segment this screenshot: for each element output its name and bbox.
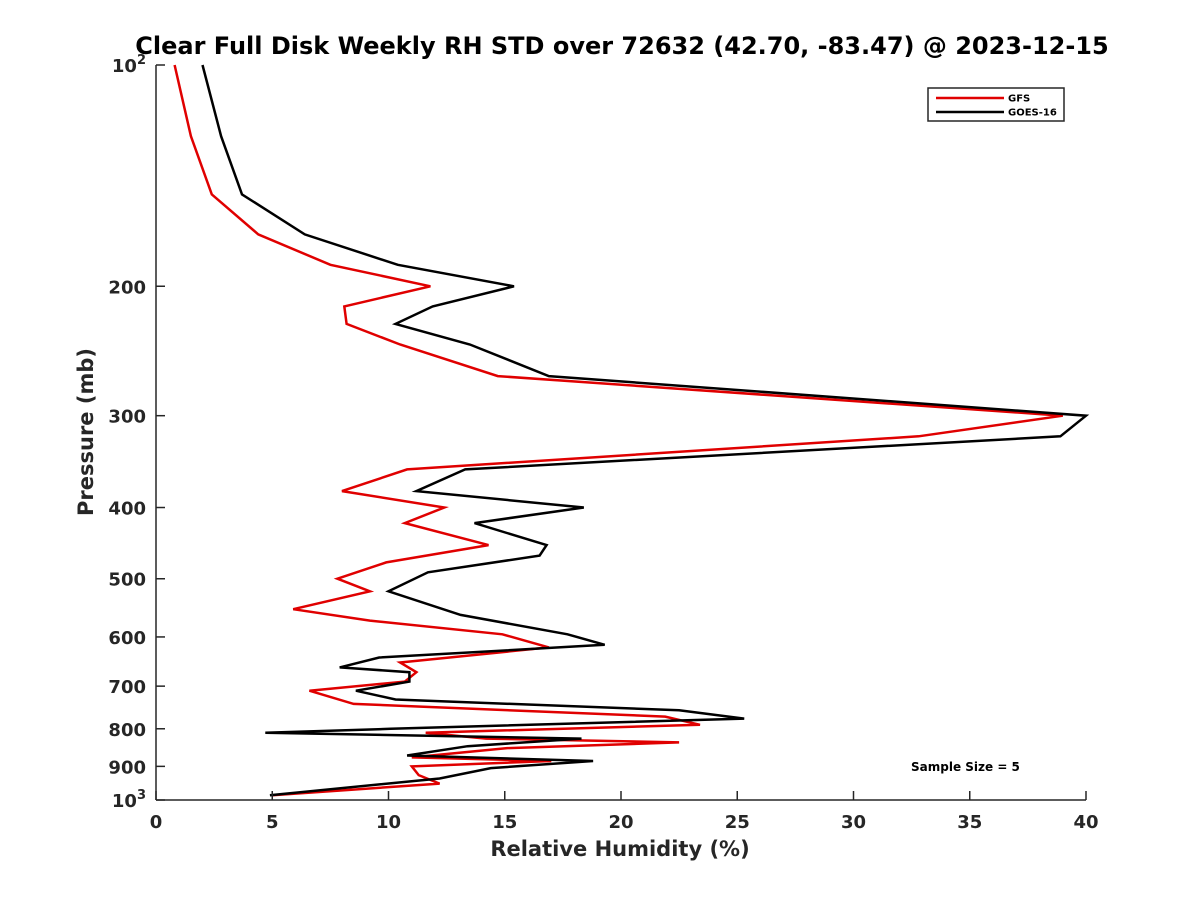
x-ticks: 0 5 10 15 20 25 30 35 40 [150, 791, 1099, 833]
legend-label-gfs: GFS [1008, 94, 1030, 105]
x-tick-label: 30 [841, 812, 866, 833]
y-tick-label: 300 [108, 407, 146, 428]
y-tick-label: 800 [108, 720, 146, 741]
series-layer [173, 64, 1090, 797]
chart-title: Clear Full Disk Weekly RH STD over 72632… [135, 32, 1108, 60]
y-ticks: 102 200 300 400 500 600 700 800 900 103 [108, 53, 165, 812]
x-tick-label: 0 [150, 812, 163, 833]
y-tick-label: 400 [108, 499, 146, 520]
x-tick-label: 20 [608, 812, 633, 833]
y-tick-label: 900 [108, 757, 146, 778]
y-axis-label: Pressure (mb) [74, 348, 98, 516]
series-line-goes16 [201, 64, 1090, 797]
legend-box [927, 87, 1065, 122]
y-tick-label: 102 [112, 53, 146, 77]
x-tick-label: 10 [376, 812, 401, 833]
y-tick-label: 103 [112, 788, 146, 812]
legend-label-goes16: GOES-16 [1008, 108, 1057, 119]
x-axis-label: Relative Humidity (%) [490, 837, 749, 861]
x-tick-label: 40 [1073, 812, 1098, 833]
x-tick-label: 25 [725, 812, 750, 833]
x-tick-label: 5 [266, 812, 279, 833]
y-tick-label: 600 [108, 628, 146, 649]
sample-size-annotation: Sample Size = 5 [911, 760, 1020, 774]
plot-area: 102 200 300 400 500 600 700 800 900 103 0 5 10 15 20 2… [108, 53, 1098, 833]
legend: GFS GOES-16 [927, 87, 1065, 122]
y-tick-label: 200 [108, 277, 146, 298]
y-tick-label: 700 [108, 677, 146, 698]
x-tick-label: 15 [492, 812, 517, 833]
x-tick-label: 35 [957, 812, 982, 833]
series-line-gfs [173, 64, 1063, 797]
y-tick-label: 500 [108, 570, 146, 591]
